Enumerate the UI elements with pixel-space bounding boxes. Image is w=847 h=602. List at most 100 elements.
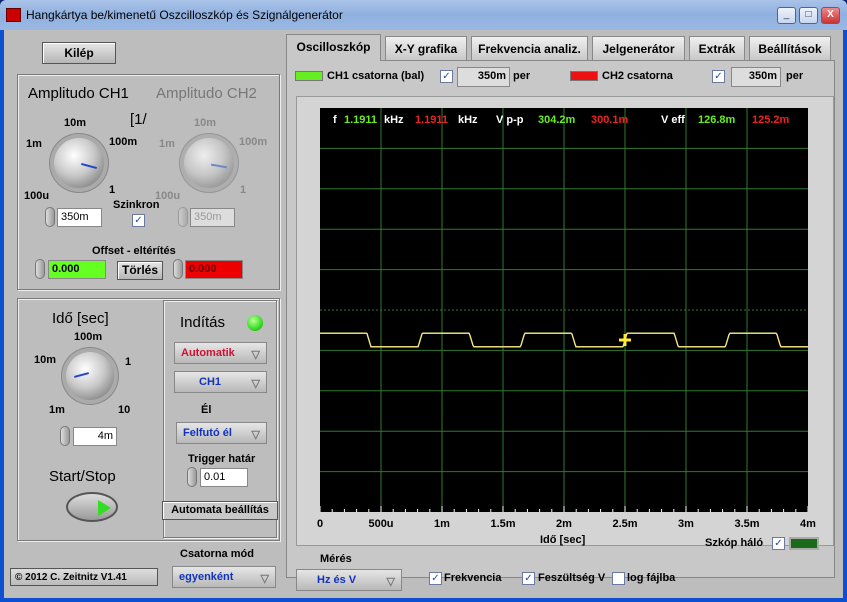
channel-mode-value: egyenként (179, 571, 234, 583)
title-bar: Hangkártya be/kimenetű Oszcilloszkóp és … (0, 0, 847, 30)
chevron-down-icon: ▽ (251, 429, 260, 441)
amplitude-ch1-knob[interactable] (54, 138, 104, 188)
freq-label: f (333, 114, 337, 126)
ch1-label: CH1 csatorna (bal) (327, 70, 425, 82)
start-stop-button[interactable] (66, 492, 118, 522)
tab-4[interactable]: Extrák (689, 36, 745, 60)
maximize-button[interactable]: □ (799, 7, 818, 24)
measure-value: Hz és V (317, 574, 357, 586)
tick-1: 1 (240, 184, 247, 196)
edge-label: Él (201, 404, 212, 416)
trigger-source-dropdown[interactable]: CH1 ▽ (174, 371, 267, 393)
tick-10m: 10m (64, 117, 87, 129)
ch1-checkbox[interactable]: ✓ (440, 70, 453, 83)
measure-dropdown[interactable]: Hz és V ▽ (296, 569, 402, 591)
minimize-button[interactable]: _ (777, 7, 796, 24)
chevron-down-icon: ▽ (251, 378, 260, 390)
ch2-checkbox[interactable]: ✓ (712, 70, 725, 83)
trigger-level-spinner[interactable] (187, 467, 197, 487)
trigger-led-icon (247, 315, 263, 331)
exit-button[interactable]: Kilép (42, 42, 116, 64)
voltage-label: Feszültség V (538, 572, 606, 584)
time-field[interactable]: 4m (73, 427, 117, 446)
trigger-source-value: CH1 (199, 376, 222, 388)
tick-1: 1 (125, 356, 132, 368)
scope-grid-label: Szkóp háló (705, 537, 764, 549)
frequency-checkbox[interactable]: ✓ (429, 572, 442, 585)
amplitude-frame (17, 74, 280, 290)
trigger-mode-dropdown[interactable]: Automatik ▽ (174, 342, 267, 364)
ch1-amp-spinner[interactable] (45, 207, 55, 227)
tab-2[interactable]: Frekvencia analiz. (471, 36, 588, 60)
x-tick-label: 500u (368, 518, 394, 530)
measurement-readout: f 1.1911 kHz 1.1911 kHz V p-p 304.2m 300… (320, 114, 808, 130)
channel-mode-dropdown[interactable]: egyenként ▽ (172, 566, 276, 588)
auto-setup-button[interactable]: Automata beállítás (162, 501, 278, 520)
ch2-unit: per (786, 70, 804, 82)
tick-1: 1 (109, 184, 116, 196)
trigger-edge-dropdown[interactable]: Felfutó él ▽ (176, 422, 267, 444)
x-tick-label: 3m (678, 518, 694, 530)
voltage-checkbox[interactable]: ✓ (522, 572, 535, 585)
chevron-down-icon: ▽ (251, 349, 260, 361)
close-button[interactable]: X (821, 7, 840, 24)
frequency-label: Frekvencia (444, 572, 502, 584)
amplitude-ch2-knob[interactable] (184, 138, 234, 188)
time-spinner[interactable] (60, 426, 70, 446)
series-line-ch1 (320, 332, 808, 348)
trigger-mode-value: Automatik (181, 347, 235, 359)
log-label: log fájlba (627, 572, 676, 584)
vpp-label: V p-p (496, 114, 524, 126)
time-knob[interactable] (66, 352, 114, 400)
scope-plot (320, 108, 808, 512)
clear-offset-button[interactable]: Törlés (117, 261, 163, 280)
offset-ch2-spinner[interactable] (173, 259, 183, 279)
ch2-scale-field[interactable]: 350m (731, 67, 781, 87)
x-tick-label: 2m (556, 518, 572, 530)
veff-ch1: 126.8m (698, 114, 736, 126)
amplitude-ch2-title: Amplitudo CH2 (156, 85, 257, 102)
chevron-down-icon: ▽ (386, 576, 395, 588)
freq-ch2: 1.1911 (415, 114, 449, 126)
x-tick-label: 1m (434, 518, 450, 530)
chevron-down-icon: ▽ (260, 573, 269, 585)
tick-100m: 100m (74, 331, 103, 343)
x-axis-label: Idő [sec] (540, 534, 586, 546)
scope-grid-checkbox[interactable]: ✓ (772, 537, 785, 550)
window-title: Hangkártya be/kimenetű Oszcilloszkóp és … (26, 8, 343, 22)
ch1-scale-field[interactable]: 350m (457, 67, 510, 87)
scope-grid-color[interactable] (789, 537, 819, 550)
freq-unit: kHz (384, 114, 404, 126)
tick-1m: 1m (49, 404, 65, 416)
tab-3[interactable]: Jelgenerátor (592, 36, 685, 60)
freq-unit: kHz (458, 114, 478, 126)
tick-10: 10 (118, 404, 131, 416)
x-tick-label: 4m (800, 518, 816, 530)
measure-label: Mérés (320, 553, 352, 565)
offset-ch1-spinner[interactable] (35, 259, 45, 279)
offset-ch2-field[interactable]: 0.000 (185, 260, 243, 279)
log-checkbox[interactable] (612, 572, 625, 585)
time-frame (17, 298, 280, 541)
ch1-color-swatch (295, 71, 323, 81)
x-tick-label: 2.5m (612, 518, 638, 530)
trigger-level-field[interactable]: 0.01 (200, 468, 248, 487)
tab-0[interactable]: Oscilloszkóp (286, 34, 381, 61)
ch2-amp-field[interactable]: 350m (190, 208, 235, 227)
offset-title: Offset - eltérítés (92, 245, 176, 257)
ch1-amp-field[interactable]: 350m (57, 208, 102, 227)
amplitude-ch1-title: Amplitudo CH1 (28, 85, 129, 102)
tick-1m: 1m (26, 138, 42, 150)
copyright-label: © 2012 C. Zeitnitz V1.41 (10, 568, 158, 586)
x-tick-label: 1.5m (490, 518, 516, 530)
tab-1[interactable]: X-Y grafika (385, 36, 467, 60)
channel-mode-label: Csatorna mód (180, 548, 254, 560)
knob-pointer (73, 372, 90, 378)
knob-pointer (210, 163, 228, 169)
tab-5[interactable]: Beállítások (749, 36, 831, 60)
trigger-marker-icon (619, 334, 631, 346)
offset-ch1-field[interactable]: 0.000 (48, 260, 106, 279)
ch2-amp-spinner[interactable] (178, 207, 188, 227)
start-stop-label: Start/Stop (49, 468, 116, 485)
sync-checkbox[interactable]: ✓ (132, 214, 145, 227)
